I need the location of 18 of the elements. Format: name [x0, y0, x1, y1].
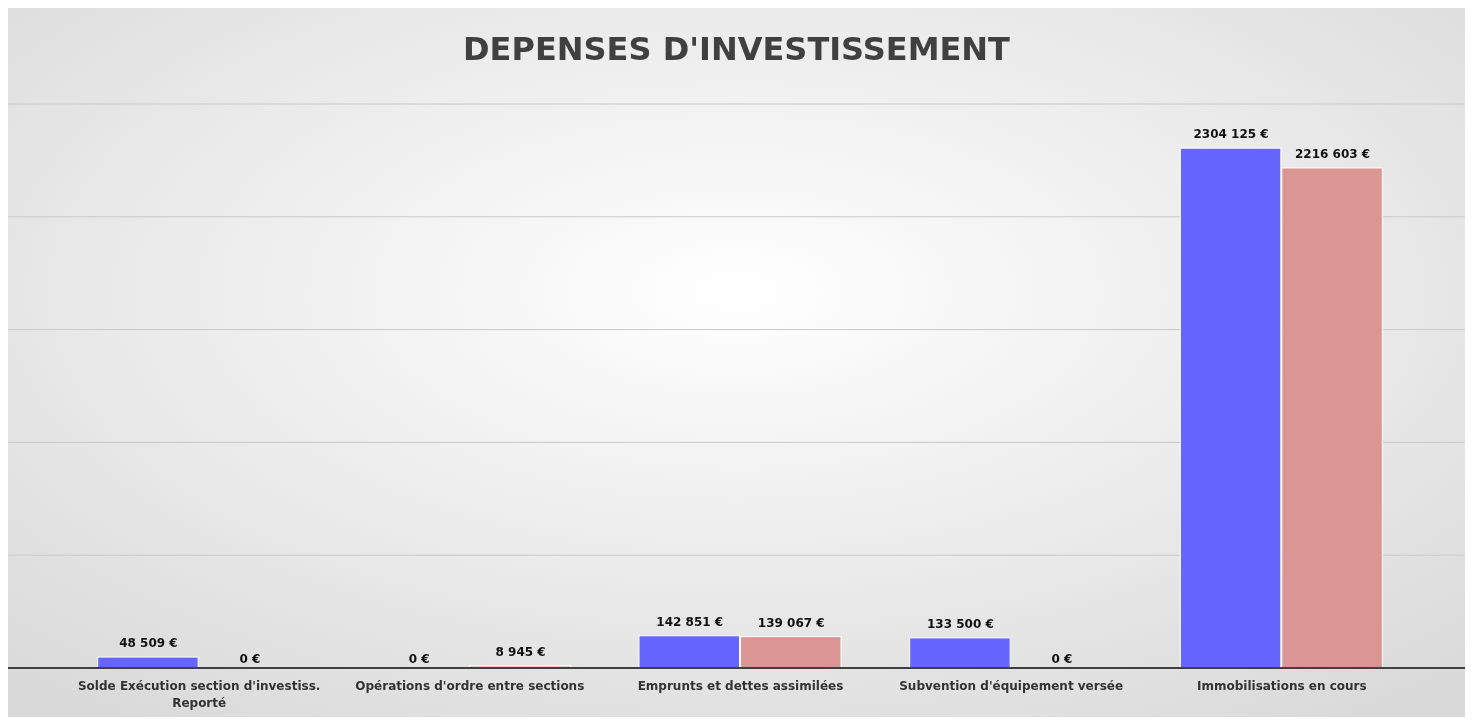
data-label: 48 509 €	[119, 636, 178, 651]
data-label: 139 067 €	[757, 615, 825, 630]
chart-title: DEPENSES D'INVESTISSEMENT	[463, 30, 1011, 68]
x-tick-label: Solde Exécution section d'investiss. Reporté	[77, 679, 321, 710]
data-label: 0 €	[239, 652, 261, 666]
data-label: 2216 603 €	[1295, 146, 1371, 161]
data-label: 2304 125 €	[1193, 127, 1269, 142]
data-label: 8 945 €	[495, 644, 546, 659]
data-label: 0 €	[408, 652, 430, 666]
bar	[909, 637, 1011, 669]
data-label: 142 851 €	[656, 614, 724, 629]
x-tick-label: Opérations d'ordre entre sections	[355, 679, 585, 693]
bar	[97, 656, 199, 669]
data-label: 133 500 €	[927, 616, 994, 631]
x-tick-label: Immobilisations en cours	[1197, 679, 1367, 693]
x-tick-label: Emprunts et dettes assimilées	[637, 679, 844, 693]
data-label: 0 €	[1051, 652, 1073, 666]
x-tick-label: Subvention d'équipement versée	[899, 679, 1124, 693]
